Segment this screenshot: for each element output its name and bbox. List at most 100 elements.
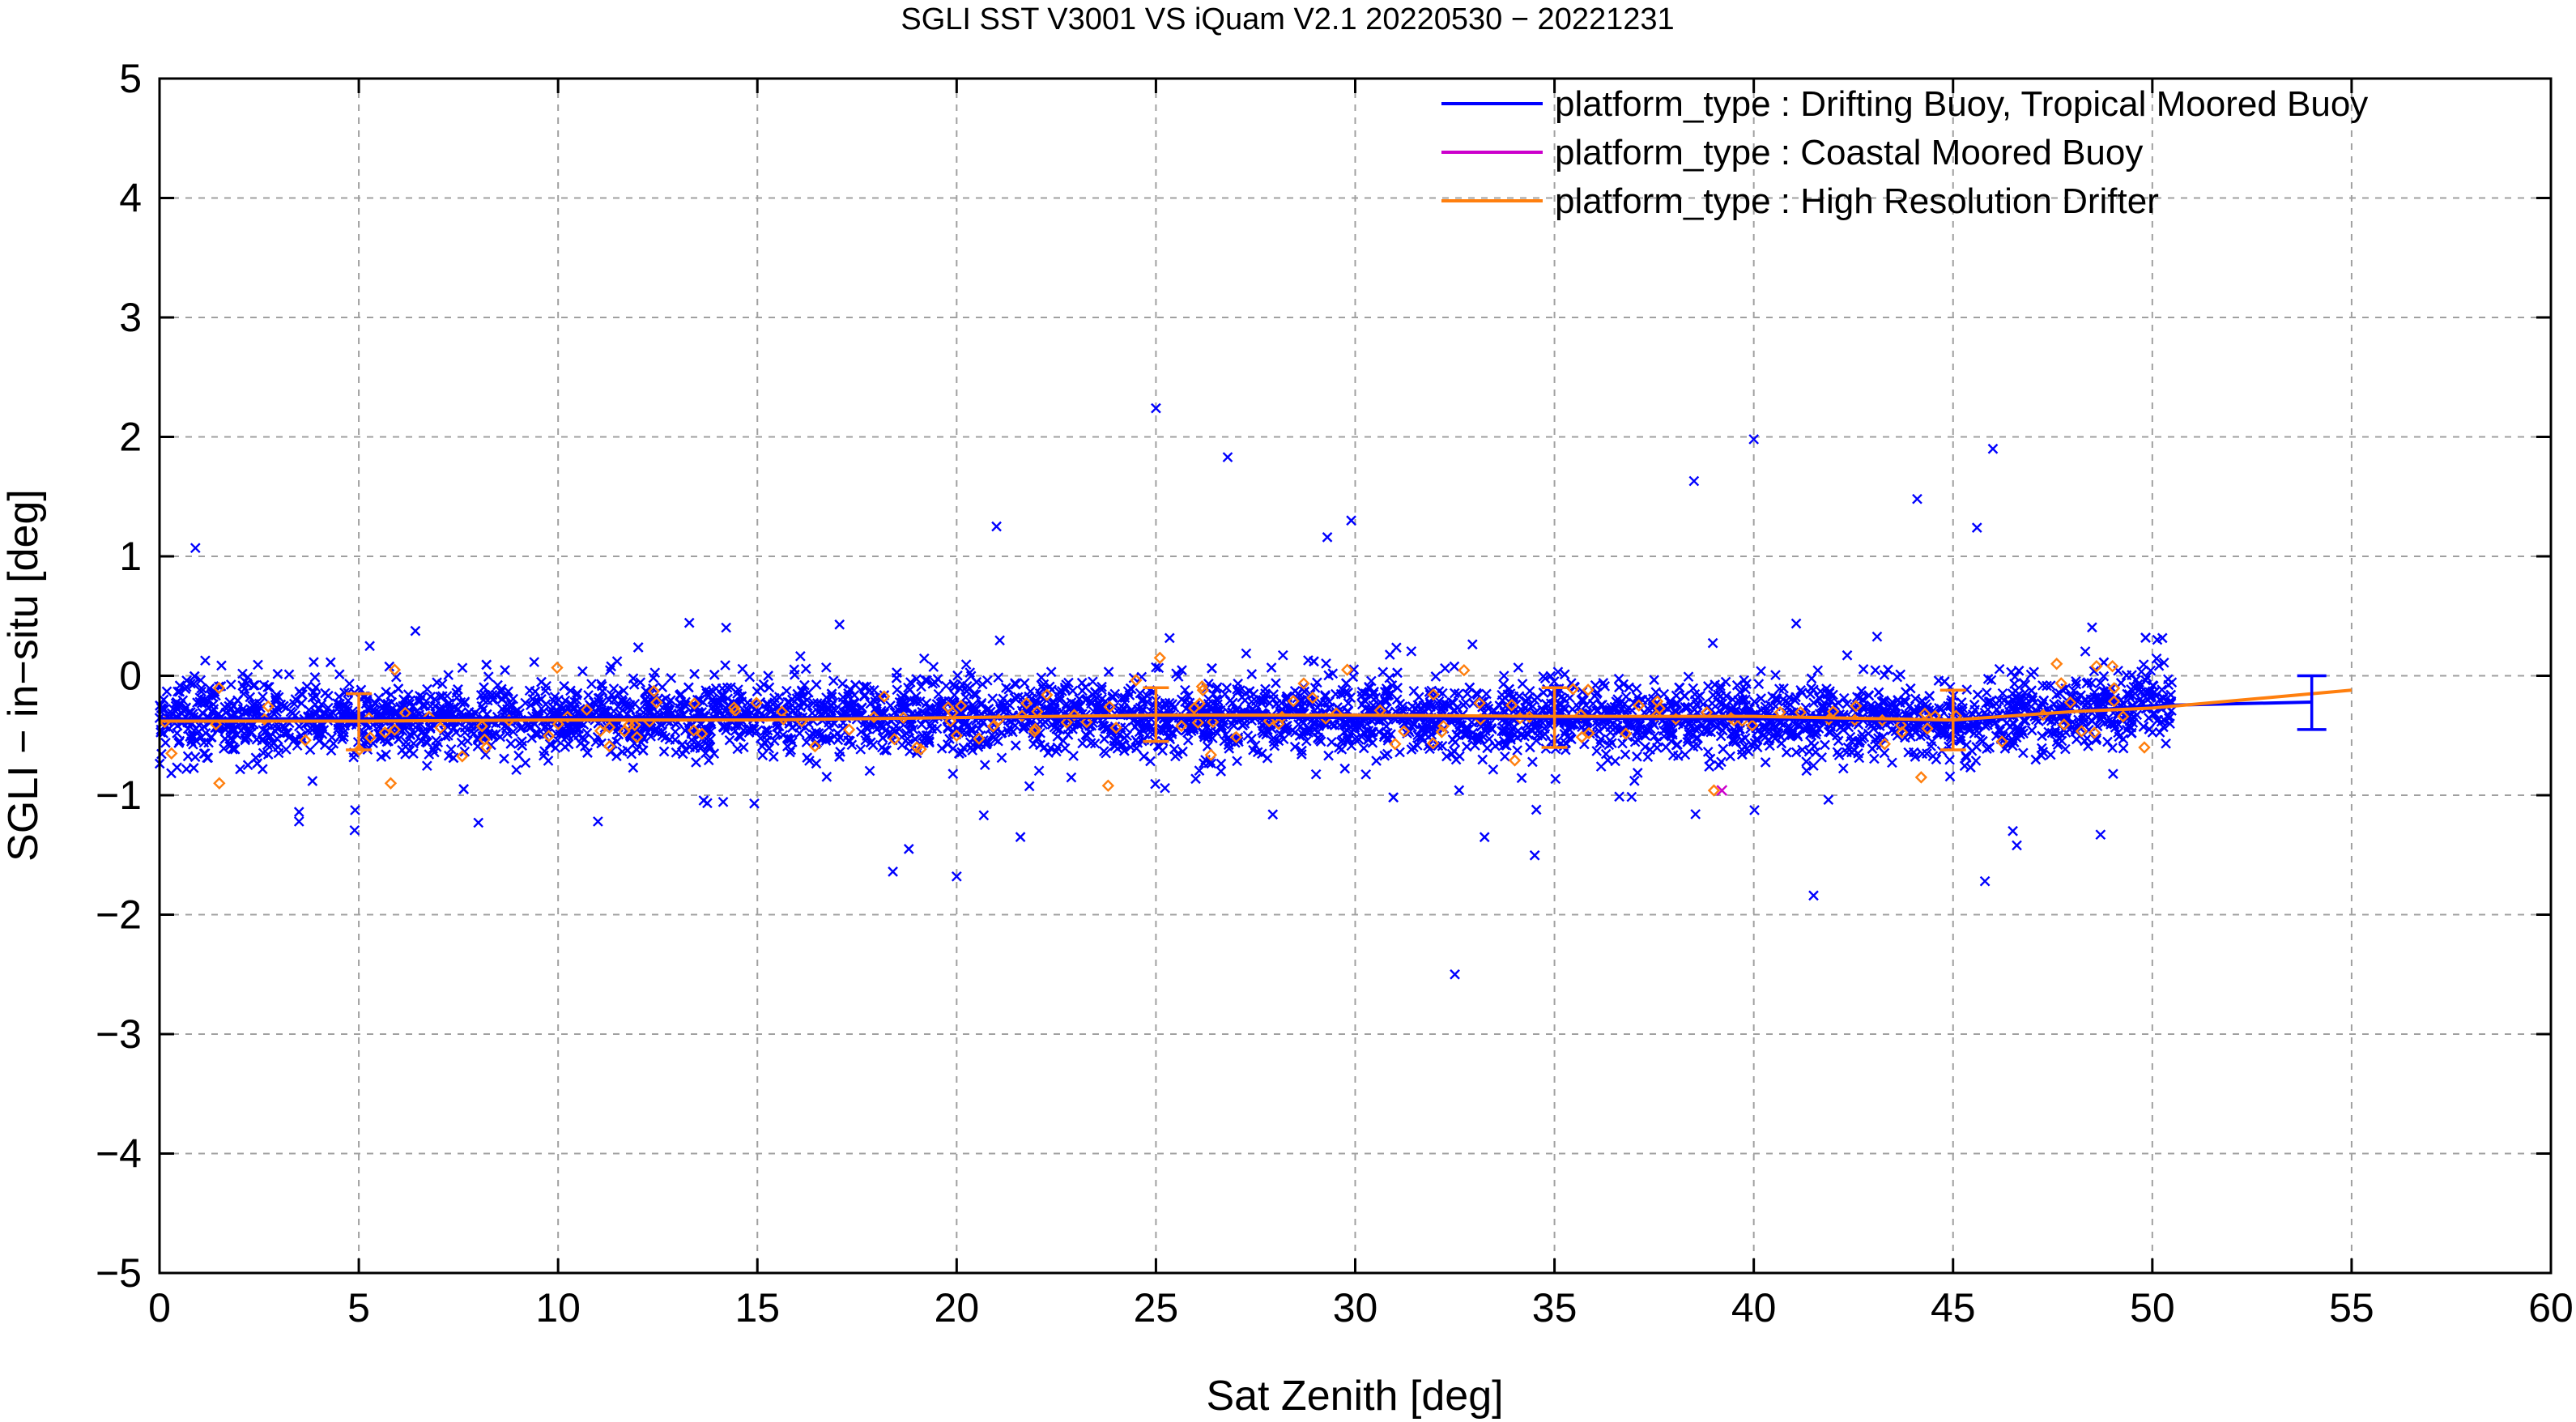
drifting-buoy-point bbox=[253, 659, 263, 671]
drifting-buoy-point bbox=[448, 752, 459, 764]
drifting-buoy-point bbox=[1326, 736, 1337, 747]
drifting-buoy-point bbox=[408, 738, 419, 749]
drifting-buoy-point bbox=[1051, 746, 1062, 757]
drifting-buoy-outlier bbox=[888, 866, 898, 877]
drifting-buoy-point bbox=[1268, 693, 1279, 705]
drifting-buoy-point bbox=[2163, 713, 2174, 724]
drifting-buoy-point bbox=[1856, 686, 1867, 696]
drifting-buoy-point bbox=[1609, 701, 1620, 713]
drifting-buoy-point bbox=[845, 735, 855, 747]
drifting-buoy-point bbox=[1692, 740, 1703, 751]
drifting-buoy-point bbox=[160, 737, 171, 748]
drifting-buoy-outlier bbox=[1222, 452, 1233, 462]
drifting-buoy-point bbox=[1054, 724, 1066, 735]
drifting-buoy-point bbox=[1759, 723, 1769, 734]
drifting-buoy-point bbox=[432, 677, 442, 688]
drifting-buoy-point bbox=[2095, 677, 2106, 688]
x-tick-label: 35 bbox=[1532, 1285, 1578, 1330]
drifting-buoy-point bbox=[864, 765, 875, 777]
drifting-buoy-point bbox=[1713, 689, 1723, 700]
drifting-buoy-point bbox=[960, 727, 972, 739]
drifting-buoy-point bbox=[1394, 747, 1405, 758]
drifting-buoy-point bbox=[1531, 804, 1542, 815]
drifting-buoy-point bbox=[925, 720, 936, 731]
drifting-buoy-point bbox=[1035, 739, 1045, 751]
drifting-buoy-point bbox=[450, 727, 462, 738]
drifting-buoy-point bbox=[1433, 740, 1444, 751]
drifting-buoy-point bbox=[2165, 689, 2177, 700]
drifting-buoy-point bbox=[856, 702, 867, 713]
drifting-buoy-outlier bbox=[951, 871, 962, 882]
drifting-buoy-point bbox=[1595, 700, 1607, 711]
drifting-buoy-point bbox=[2123, 690, 2135, 701]
drifting-buoy-point bbox=[663, 696, 675, 708]
drifting-buoy-point bbox=[364, 641, 375, 652]
drifting-buoy-point bbox=[2127, 670, 2137, 680]
drifting-buoy-point bbox=[402, 689, 414, 700]
drifting-buoy-point bbox=[582, 747, 593, 758]
drifting-buoy-point bbox=[287, 708, 298, 719]
drifting-buoy-point bbox=[463, 707, 475, 717]
drifting-buoy-point bbox=[416, 735, 427, 747]
drifting-buoy-point bbox=[1407, 722, 1418, 733]
drifting-buoy-point bbox=[1260, 683, 1271, 695]
drifting-buoy-point bbox=[2161, 738, 2171, 749]
drifting-buoy-outlier bbox=[2008, 825, 2018, 837]
drifting-buoy-point bbox=[235, 764, 245, 775]
drifting-buoy-point bbox=[249, 679, 260, 691]
y-tick-label: −4 bbox=[96, 1131, 142, 1177]
high-res-drifter-point bbox=[2107, 682, 2121, 695]
drifting-buoy-point bbox=[1059, 682, 1071, 693]
drifting-buoy-point bbox=[834, 619, 845, 630]
drifting-buoy-point bbox=[722, 721, 734, 732]
y-tick-label: 1 bbox=[119, 534, 142, 579]
drifting-buoy-point bbox=[411, 705, 423, 717]
drifting-buoy-point bbox=[443, 730, 453, 741]
drifting-buoy-point bbox=[755, 733, 766, 743]
drifting-buoy-point bbox=[2154, 694, 2165, 705]
drifting-buoy-point bbox=[1760, 757, 1771, 768]
drifting-buoy-point bbox=[1721, 721, 1732, 732]
drifting-buoy-point bbox=[1088, 676, 1098, 688]
drifting-buoy-point bbox=[577, 666, 588, 677]
drifting-buoy-point bbox=[385, 705, 396, 717]
drifting-buoy-point bbox=[711, 697, 722, 708]
drifting-buoy-point bbox=[1479, 832, 1490, 843]
drifting-buoy-point bbox=[695, 743, 706, 754]
drifting-buoy-point bbox=[1009, 692, 1020, 704]
drifting-buoy-point bbox=[931, 723, 943, 734]
drifting-buoy-point bbox=[1603, 739, 1615, 751]
drifting-buoy-point bbox=[457, 662, 468, 674]
high-res-drifter-point bbox=[1566, 683, 1580, 696]
drifting-buoy-point bbox=[947, 768, 959, 779]
drifting-buoy-point bbox=[916, 681, 926, 692]
drifting-buoy-point bbox=[515, 723, 526, 734]
high-res-drifter-point bbox=[434, 722, 447, 734]
drifting-buoy-point bbox=[811, 679, 822, 690]
data-layer bbox=[154, 402, 2352, 980]
high-res-drifter-point bbox=[688, 697, 701, 710]
high-res-drifter-point bbox=[475, 720, 488, 733]
drifting-buoy-point bbox=[1438, 698, 1450, 709]
drifting-buoy-point bbox=[894, 724, 905, 734]
drifting-buoy-point bbox=[694, 695, 705, 705]
drifting-buoy-point bbox=[1310, 768, 1322, 780]
drifting-buoy-point bbox=[773, 700, 784, 712]
high-res-drifter-point bbox=[630, 730, 644, 743]
drifting-buoy-point bbox=[732, 688, 743, 699]
drifting-buoy-point bbox=[1223, 739, 1234, 751]
drifting-buoy-point bbox=[1221, 683, 1233, 693]
drifting-buoy-point bbox=[1984, 742, 1995, 753]
x-tick-label: 5 bbox=[347, 1285, 370, 1330]
drifting-buoy-point bbox=[1823, 794, 1834, 805]
high-res-drifter-point bbox=[551, 661, 564, 675]
high-res-drifter-point bbox=[729, 705, 742, 717]
drifting-buoy-point bbox=[1961, 684, 1973, 695]
drifting-buoy-point bbox=[559, 680, 569, 692]
drifting-buoy-point bbox=[2071, 675, 2081, 687]
drifting-buoy-point bbox=[2071, 734, 2082, 745]
high-res-drifter-point bbox=[950, 729, 963, 743]
drifting-buoy-point bbox=[1075, 719, 1087, 730]
drifting-buoy-point bbox=[185, 707, 196, 717]
drifting-buoy-point bbox=[1707, 637, 1718, 649]
